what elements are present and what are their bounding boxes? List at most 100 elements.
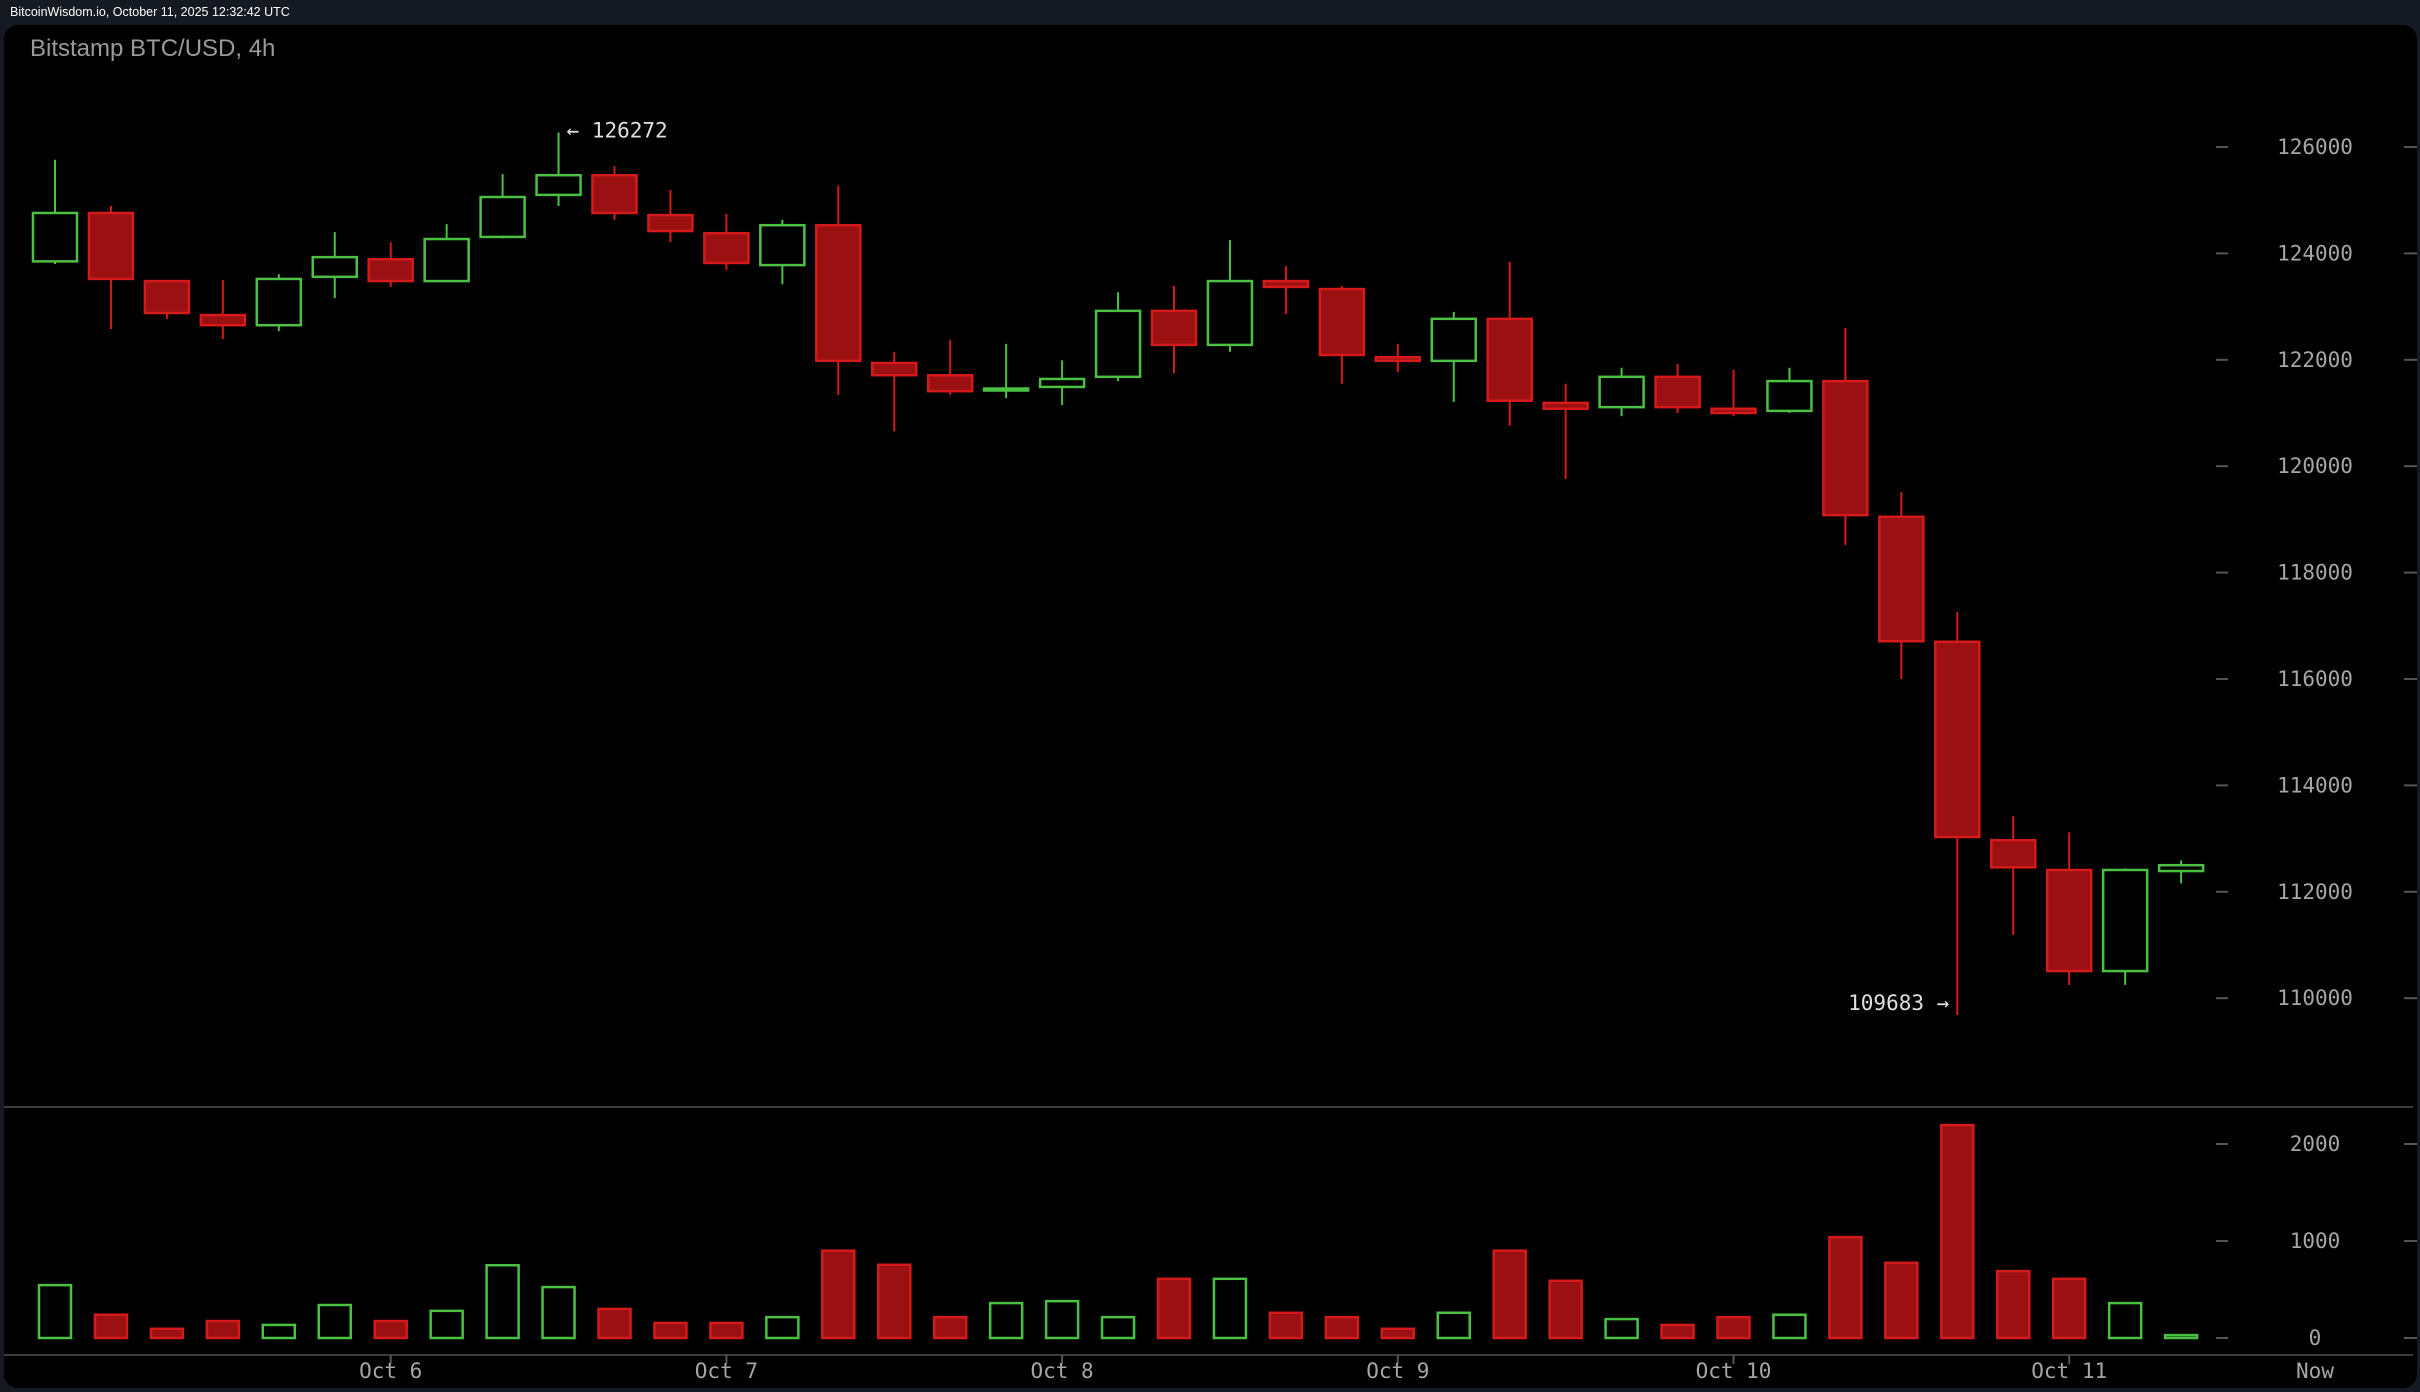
candle-body — [1766, 379, 1813, 413]
time-tick-label: Oct 7 — [695, 1359, 758, 1383]
candle — [1094, 292, 1142, 382]
candle-body — [423, 237, 470, 283]
candle-body — [199, 313, 247, 327]
candle-body — [2045, 868, 2093, 973]
volume-bar — [1604, 1317, 1639, 1340]
candle — [367, 242, 414, 287]
candle — [1206, 240, 1254, 352]
volume-bar — [1212, 1277, 1248, 1340]
volume-bar — [1716, 1315, 1751, 1340]
candle-body — [1990, 838, 2037, 869]
candle — [982, 343, 1030, 399]
candle — [1598, 367, 1645, 417]
candles — [31, 132, 2205, 1016]
candle — [1542, 383, 1589, 479]
candle-body — [1934, 640, 1981, 839]
low-price-annotation: 109683 → — [1848, 991, 1949, 1015]
candle-body — [591, 173, 638, 215]
candle — [31, 159, 79, 265]
time-tick-label: Oct 8 — [1030, 1359, 1093, 1383]
pane-dividers — [4, 1106, 2413, 1356]
candle — [2045, 832, 2093, 985]
candle — [1934, 611, 1981, 1016]
candle-body — [143, 279, 191, 315]
volume-bar — [93, 1313, 129, 1340]
price-tick-label: 118000 — [2277, 561, 2353, 585]
volume-bar — [1100, 1315, 1136, 1340]
price-axis: 110000 112000 114000 116000 118000 120000 1220… — [2216, 135, 2417, 1010]
candle-body — [535, 173, 582, 197]
volume-bar — [373, 1319, 408, 1340]
candle — [871, 351, 918, 432]
volume-tick-label: 1000 — [2290, 1229, 2341, 1253]
time-tick-label: Oct 9 — [1366, 1359, 1429, 1383]
chart-panel: Bitstamp BTC/USD, 4h 110000 112000 114000 1… — [4, 25, 2417, 1388]
volume-bar — [1940, 1123, 1975, 1340]
source-timestamp-bar: BitcoinWisdom.io, October 11, 2025 12:32… — [0, 0, 2420, 25]
volume-bar — [2107, 1301, 2143, 1340]
candle-body — [1430, 317, 1477, 363]
candle-body — [1598, 375, 1645, 409]
volume-bar — [709, 1321, 744, 1340]
candle-body — [31, 211, 79, 263]
candle-body — [647, 213, 694, 233]
volume-bar — [988, 1301, 1024, 1340]
candle — [759, 219, 806, 285]
candle — [1878, 492, 1925, 679]
candle-body — [2101, 868, 2149, 973]
candle-body — [1150, 309, 1198, 347]
candle-body — [87, 211, 135, 281]
volume-bar — [1436, 1311, 1471, 1340]
volume-bar — [485, 1264, 520, 1340]
candle — [815, 185, 862, 395]
price-tick-label: 116000 — [2277, 667, 2353, 691]
price-tick-label: 110000 — [2277, 986, 2353, 1010]
candle — [255, 274, 303, 332]
time-tick-label: Oct 11 — [2031, 1359, 2107, 1383]
candlestick-chart[interactable]: 110000 112000 114000 116000 118000 120000 1220… — [4, 25, 2417, 1388]
chart-title: Bitstamp BTC/USD, 4h — [30, 35, 276, 62]
volume-bar — [597, 1307, 632, 1340]
volume-tick-label: 0 — [2309, 1326, 2322, 1350]
candle-body — [255, 277, 303, 327]
volume-bar — [1324, 1315, 1360, 1340]
volume-bar — [149, 1327, 185, 1340]
candle — [1654, 364, 1701, 413]
volume-bar — [1380, 1327, 1416, 1340]
candle — [926, 340, 974, 395]
candle — [1374, 343, 1422, 373]
candle — [1038, 360, 1086, 406]
candle — [2157, 860, 2205, 884]
price-tick-label: 120000 — [2277, 454, 2353, 478]
candle — [1150, 285, 1198, 374]
volume-bar — [1884, 1261, 1919, 1340]
volume-bar — [1660, 1323, 1695, 1340]
time-axis: Oct 6 Oct 7 Oct 8 Oct 9 Oct 10 Oct 11 Now — [359, 1355, 2334, 1383]
candle-body — [1038, 377, 1086, 389]
volume-bar — [877, 1263, 912, 1340]
time-tick-label: Oct 6 — [359, 1359, 422, 1383]
volume-axis: 0 1000 2000 — [2216, 1132, 2417, 1350]
candle-body — [871, 361, 918, 377]
volume-bar — [205, 1319, 241, 1340]
candle-body — [703, 231, 750, 265]
price-tick-label: 122000 — [2277, 348, 2353, 372]
candle-body — [982, 387, 1030, 392]
candle-body — [926, 373, 974, 393]
candle — [311, 232, 358, 299]
volume-bar — [653, 1321, 688, 1340]
volume-bar — [1828, 1235, 1863, 1340]
candle — [703, 214, 750, 270]
candle — [535, 132, 582, 207]
volume-bars — [37, 1123, 2199, 1340]
time-tick-label: Oct 10 — [1696, 1359, 1772, 1383]
candle-body — [1206, 279, 1254, 347]
candle — [1318, 285, 1366, 384]
time-tick-label: Now — [2296, 1359, 2334, 1383]
high-price-annotation: ← 126272 — [567, 119, 668, 143]
volume-bar — [317, 1303, 352, 1340]
volume-bar — [821, 1249, 856, 1340]
candle — [1766, 367, 1813, 413]
candle — [1822, 327, 1869, 545]
volume-bar — [1156, 1277, 1192, 1340]
